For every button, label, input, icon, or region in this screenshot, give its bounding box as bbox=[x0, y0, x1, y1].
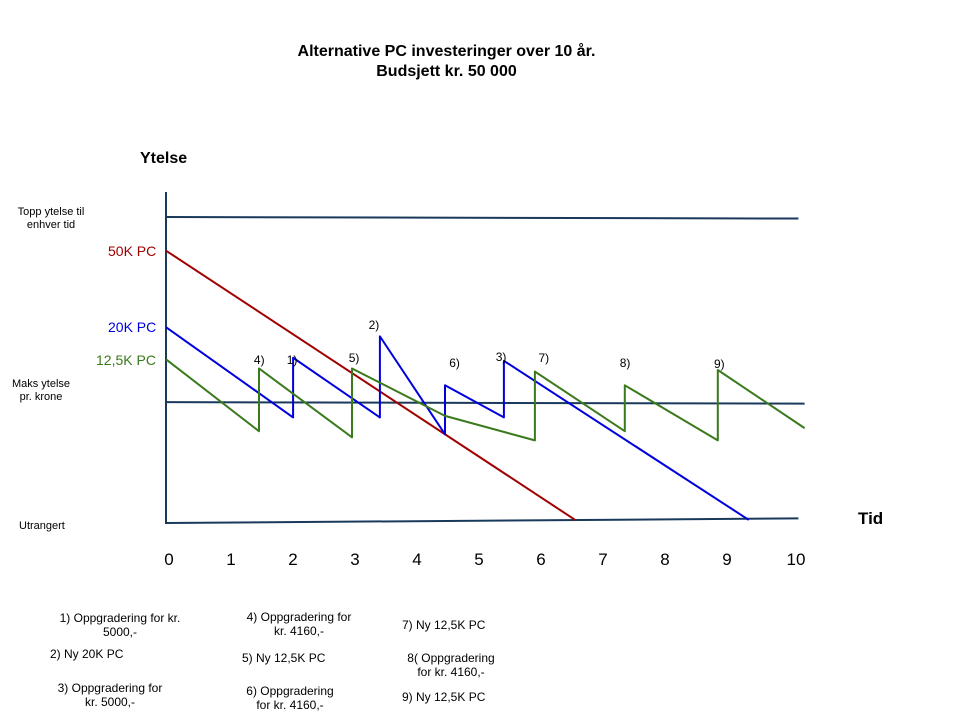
note-6: 6) Oppgradering for kr. 4160,- bbox=[238, 684, 342, 712]
x-tick-label: 6 bbox=[536, 550, 546, 569]
x-tick-label: 4 bbox=[412, 550, 422, 569]
note-4: 4) Oppgradering for kr. 4160,- bbox=[238, 610, 360, 638]
note-6-line1: 6) Oppgradering bbox=[246, 684, 334, 698]
annotation-label: 1) bbox=[286, 352, 298, 367]
series-line-1 bbox=[165, 326, 750, 521]
series-label-50k: 50K PC bbox=[108, 243, 157, 259]
annotation-label: 7) bbox=[538, 351, 550, 366]
x-tick-label: 7 bbox=[598, 550, 608, 569]
reference-line-0 bbox=[165, 216, 799, 220]
ref-label-top-line1: Topp ytelse til bbox=[17, 206, 85, 218]
note-1-line2: 5000,- bbox=[102, 625, 138, 639]
chart-title: Alternative PC investeringer over 10 år.… bbox=[0, 42, 893, 82]
annotation-label: 3) bbox=[495, 349, 507, 364]
series-label-20k: 20K PC bbox=[108, 319, 157, 335]
note-1-line1: 1) Oppgradering for kr. bbox=[59, 611, 181, 625]
reference-line-2 bbox=[165, 517, 799, 524]
x-tick-label: 8 bbox=[660, 550, 670, 569]
note-9: 9) Ny 12,5K PC bbox=[402, 690, 486, 704]
ref-label-bottom: Utrangert bbox=[19, 520, 65, 532]
annotation-label: 9) bbox=[713, 357, 725, 372]
note-3-line2: kr. 5000,- bbox=[84, 695, 136, 709]
note-3: 3) Oppgradering for kr. 5000,- bbox=[50, 681, 170, 709]
annotation-label: 6) bbox=[449, 355, 460, 370]
note-4-line2: kr. 4160,- bbox=[273, 624, 325, 638]
y-axis-label: Ytelse bbox=[140, 150, 188, 167]
ref-label-max-line2: pr. krone bbox=[19, 391, 63, 403]
annotation-label: 4) bbox=[253, 352, 265, 367]
ref-label-max-line1: Maks ytelse bbox=[11, 378, 71, 390]
chart-title-line1: Alternative PC investeringer over 10 år. bbox=[297, 43, 596, 60]
x-tick-label: 1 bbox=[226, 550, 236, 569]
ref-label-max: Maks ytelse pr. krone bbox=[4, 378, 78, 404]
x-tick-label: 0 bbox=[164, 550, 174, 569]
x-tick-label: 3 bbox=[350, 550, 360, 569]
ref-label-top: Topp ytelse til enhver tid bbox=[4, 206, 98, 232]
note-1: 1) Oppgradering for kr. 5000,- bbox=[50, 611, 190, 639]
note-8-line2: for kr. 4160,- bbox=[417, 665, 485, 679]
x-tick-label: 2 bbox=[288, 550, 298, 569]
annotation-label: 5) bbox=[348, 351, 360, 366]
x-axis-label: Tid bbox=[858, 509, 884, 528]
annotation-label: 2) bbox=[368, 317, 380, 332]
reference-line-1 bbox=[165, 401, 805, 405]
note-6-line2: for kr. 4160,- bbox=[256, 698, 324, 712]
note-7: 7) Ny 12,5K PC bbox=[402, 618, 486, 632]
x-tick-label: 10 bbox=[786, 550, 806, 569]
note-8: 8( Oppgradering for kr. 4160,- bbox=[400, 651, 502, 679]
note-2: 2) Ny 20K PC bbox=[50, 647, 124, 661]
x-tick-label: 9 bbox=[722, 550, 732, 569]
note-3-line1: 3) Oppgradering for bbox=[57, 681, 163, 695]
series-label-125k: 12,5K PC bbox=[96, 352, 156, 368]
series-lines bbox=[165, 249, 806, 521]
series-line-2 bbox=[165, 358, 806, 442]
note-8-line1: 8( Oppgradering bbox=[407, 651, 495, 665]
annotation-label: 8) bbox=[619, 355, 631, 370]
x-tick-label: 5 bbox=[474, 550, 484, 569]
ref-label-top-line2: enhver tid bbox=[26, 219, 76, 231]
note-5: 5) Ny 12,5K PC bbox=[242, 651, 326, 665]
series-line-0 bbox=[165, 249, 576, 521]
note-4-line1: 4) Oppgradering for bbox=[246, 610, 352, 624]
chart-title-line2: Budsjett kr. 50 000 bbox=[376, 63, 517, 80]
